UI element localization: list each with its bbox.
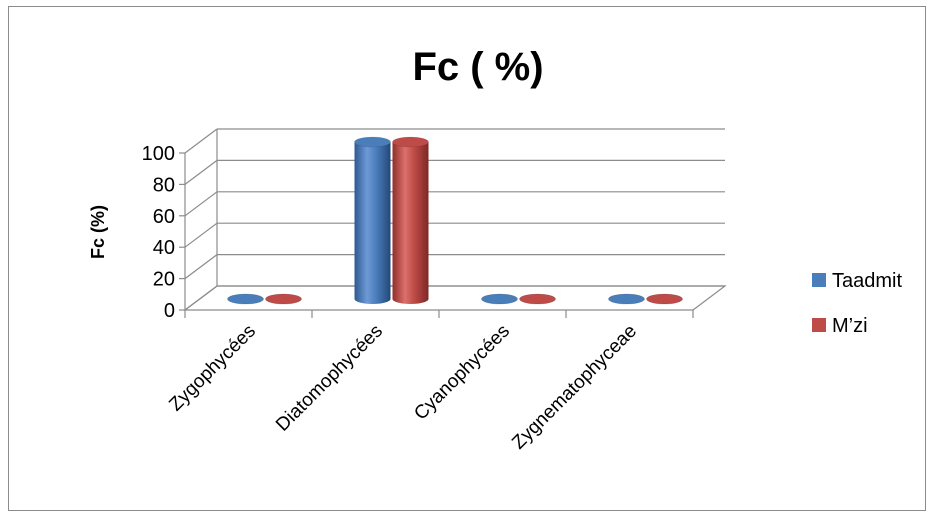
chart-walls: [183, 129, 727, 311]
gridlines: [184, 128, 725, 311]
bar-zero-disc: [265, 293, 302, 305]
y-tick-label: 40: [153, 237, 175, 259]
y-tick-label: 80: [153, 174, 175, 196]
chart-title: Fc ( %): [412, 45, 543, 89]
category-label: Zygophycées: [165, 321, 260, 416]
bar-taadmit-1: [227, 293, 264, 305]
bar-taadmit-3: [481, 293, 518, 305]
chart-frame: [8, 6, 926, 511]
bar-body: [354, 142, 391, 304]
gridline-side: [184, 159, 218, 185]
bar-mzi-3: [519, 293, 556, 305]
legend-swatch: [812, 273, 826, 287]
y-tick-label: 0: [164, 300, 175, 322]
bar-taadmit-4: [608, 293, 645, 305]
category-label: Zygnematophyceae: [508, 321, 641, 454]
bar-body: [392, 142, 429, 304]
y-tick-label: 60: [153, 206, 175, 228]
gridline-side: [184, 191, 218, 217]
bar-zero-disc: [646, 293, 683, 305]
bar-zero-disc: [519, 293, 556, 305]
bar-top: [392, 136, 429, 148]
bars: [227, 136, 683, 305]
y-tick-label: 100: [142, 143, 175, 165]
bar-mzi-1: [265, 293, 302, 305]
category-labels: Zygophycées Diatomophycées CyanophycéesZyg…: [165, 321, 641, 454]
bar-mzi-2: [392, 136, 429, 304]
gridline-side: [184, 254, 218, 280]
legend: Taadmit M’zi: [812, 270, 902, 337]
legend-label: M’zi: [832, 315, 868, 337]
x-axis: [184, 310, 694, 318]
y-axis-ticks: 0 20 40 60 80 100: [142, 143, 185, 322]
bar-zero-disc: [481, 293, 518, 305]
y-axis-label: Fc (%): [88, 205, 108, 259]
legend-label: Taadmit: [832, 270, 902, 292]
gridline-side: [184, 222, 218, 248]
gridline-side: [184, 128, 218, 154]
bar-top: [354, 136, 391, 148]
legend-swatch: [812, 318, 826, 332]
y-tick-label: 20: [153, 269, 175, 291]
category-label: Diatomophycées: [272, 321, 387, 436]
bar-zero-disc: [608, 293, 645, 305]
bar-mzi-4: [646, 293, 683, 305]
bar-taadmit-2: [354, 136, 391, 304]
category-label: Cyanophycées: [410, 321, 514, 425]
gridline-side: [184, 285, 218, 311]
bar-zero-disc: [227, 293, 264, 305]
